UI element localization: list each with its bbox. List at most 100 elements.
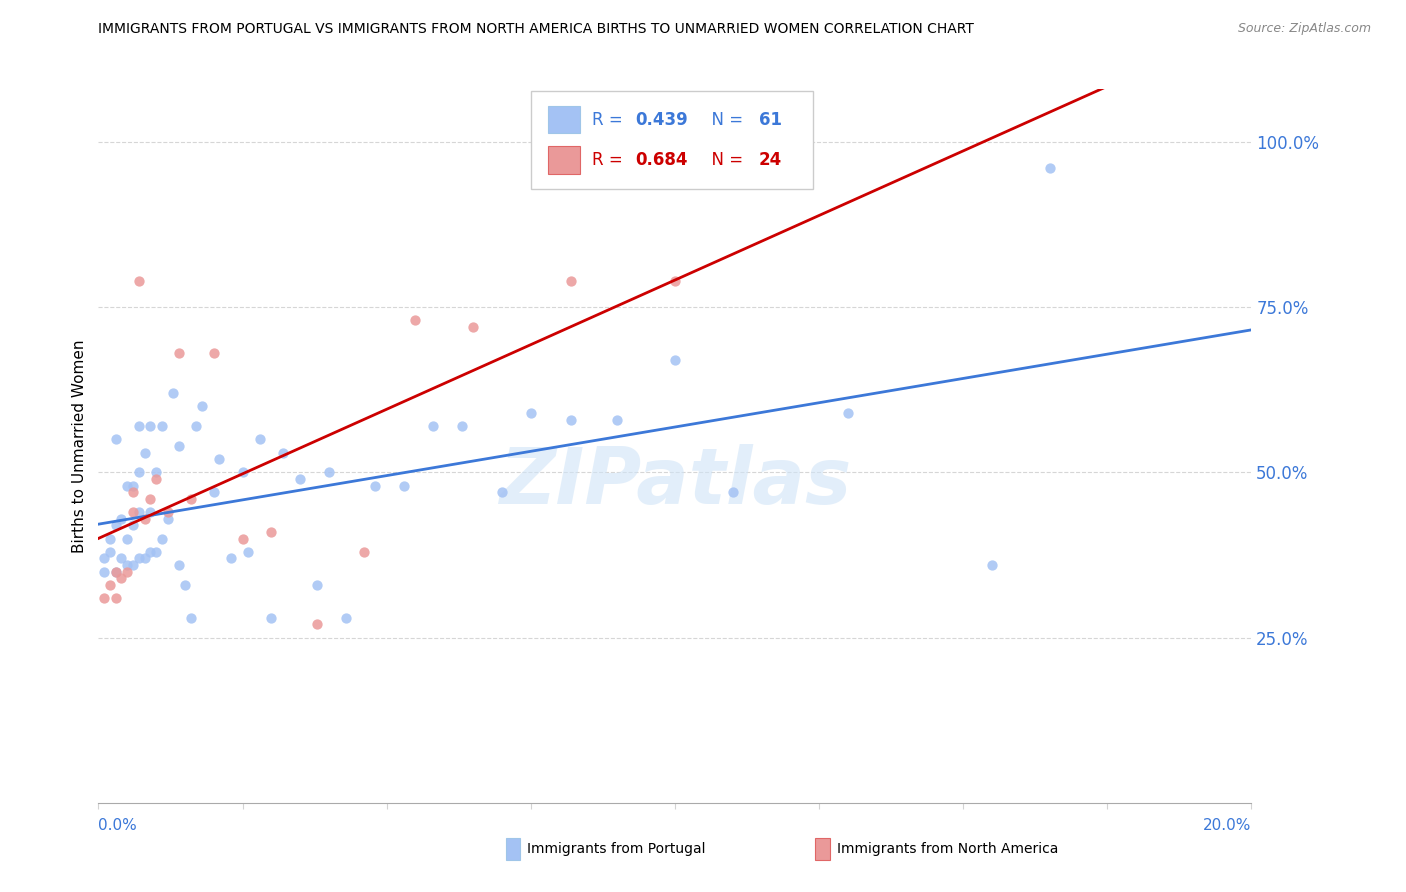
Point [392,478,415,492]
Point [167,558,190,572]
Text: Immigrants from North America: Immigrants from North America [837,842,1059,856]
Point [491,485,513,500]
Point [156,505,179,519]
Point [128,505,150,519]
Point [167,439,190,453]
Point [186,419,208,434]
Point [98,545,121,559]
Point [117,558,138,572]
Point [128,466,150,480]
Point [104,518,127,533]
Text: 0.684: 0.684 [636,151,688,169]
Point [156,511,179,525]
Point [202,346,225,360]
Point [145,466,167,480]
FancyBboxPatch shape [530,91,813,189]
Text: 0.0%: 0.0% [98,818,138,832]
Point [174,578,197,592]
Point [260,524,283,539]
Point [249,433,271,447]
Point [208,452,231,467]
Point [318,466,340,480]
Point [271,445,294,459]
Point [122,505,145,519]
Point [307,617,329,632]
Text: R =: R = [592,111,628,128]
Text: IMMIGRANTS FROM PORTUGAL VS IMMIGRANTS FROM NORTH AMERICA BIRTHS TO UNMARRIED WO: IMMIGRANTS FROM PORTUGAL VS IMMIGRANTS F… [98,22,974,37]
Point [450,419,472,434]
Point [104,591,127,605]
Point [122,518,145,533]
Text: 0.439: 0.439 [636,111,689,128]
Point [422,419,444,434]
Point [606,412,628,426]
Point [134,551,156,566]
Text: 61: 61 [759,111,782,128]
Point [290,472,312,486]
Text: R =: R = [592,151,628,169]
Point [307,578,329,592]
Point [110,511,132,525]
Point [721,485,744,500]
Point [104,565,127,579]
Point [335,611,357,625]
Point [117,565,138,579]
Point [110,571,132,585]
Point [231,532,254,546]
Point [104,565,127,579]
Point [520,406,543,420]
Point [1038,161,1062,176]
Point [145,472,167,486]
Point [134,511,156,525]
Point [110,551,132,566]
Point [104,433,127,447]
Point [128,419,150,434]
Text: 24: 24 [759,151,782,169]
Point [93,551,115,566]
Point [134,445,156,459]
Point [167,346,190,360]
Point [231,466,254,480]
Bar [548,146,581,174]
Point [180,611,202,625]
Point [122,485,145,500]
Text: N =: N = [702,111,749,128]
Point [93,591,115,605]
Text: 20.0%: 20.0% [1204,818,1251,832]
Point [981,558,1004,572]
Point [139,419,162,434]
Point [461,320,484,334]
Y-axis label: Births to Unmarried Women: Births to Unmarried Women [72,339,87,553]
Point [122,558,145,572]
Point [150,532,173,546]
Text: ZIPatlas: ZIPatlas [499,443,851,520]
Bar [548,106,581,133]
Point [837,406,859,420]
Point [405,313,427,327]
Point [98,532,121,546]
Point [139,491,162,506]
Point [145,545,167,559]
Point [560,412,582,426]
Point [180,491,202,506]
Point [150,419,173,434]
Point [117,532,138,546]
Point [139,505,162,519]
Text: Immigrants from Portugal: Immigrants from Portugal [527,842,706,856]
Point [122,478,145,492]
Point [560,274,582,288]
Point [128,551,150,566]
Point [117,478,138,492]
Point [364,478,387,492]
Point [353,545,375,559]
Point [260,611,283,625]
Point [202,485,225,500]
Point [139,545,162,559]
Point [98,578,121,592]
Text: N =: N = [702,151,749,169]
Point [162,386,184,401]
Point [664,353,686,368]
Text: Source: ZipAtlas.com: Source: ZipAtlas.com [1237,22,1371,36]
Point [93,565,115,579]
Point [238,545,260,559]
